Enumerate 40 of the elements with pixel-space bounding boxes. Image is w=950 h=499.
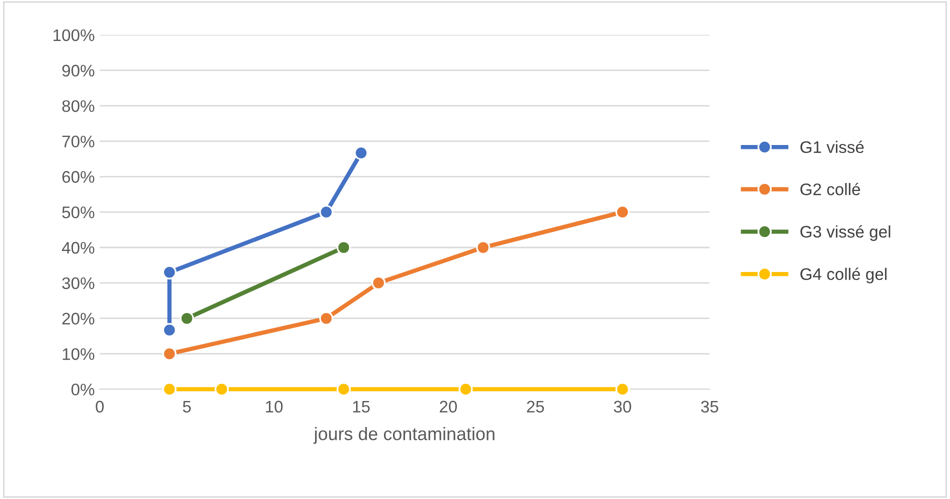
point <box>162 382 177 396</box>
point <box>458 382 473 396</box>
point <box>162 346 177 361</box>
x-tick-label: 35 <box>701 400 718 413</box>
x-tick-label: 15 <box>353 400 370 413</box>
x-tick-label: 10 <box>266 400 283 413</box>
legend-label: G3 vissé gel <box>800 225 890 241</box>
y-tick-label: 60% <box>62 171 94 183</box>
x-tick-label: 30 <box>614 400 632 413</box>
y-tick-label: 20% <box>62 312 94 325</box>
y-tick-label: 100% <box>54 29 94 42</box>
legend-label: G4 collé gel <box>800 268 887 284</box>
x-tick-label: 5 <box>182 400 191 413</box>
point <box>319 311 334 326</box>
point <box>615 382 630 396</box>
x-tick-label: 25 <box>526 400 544 413</box>
y-tick-label: 10% <box>62 348 94 360</box>
y-tick-label: 70% <box>62 136 94 148</box>
x-tick-label: 20 <box>440 400 457 413</box>
y-tick-label: 30% <box>62 277 94 290</box>
point <box>180 311 194 326</box>
point <box>336 382 351 396</box>
point <box>615 204 630 220</box>
x-tick-label: 0 <box>96 400 104 413</box>
y-tick-label: 40% <box>62 242 94 254</box>
y-tick-label: 80% <box>62 100 94 112</box>
legend-label: G1 vissé <box>800 140 864 154</box>
legend-label: G2 collé <box>800 182 860 196</box>
point <box>162 265 177 280</box>
point <box>336 240 351 255</box>
point <box>162 322 177 338</box>
y-tick-label: 90% <box>62 64 94 77</box>
y-tick-label: 50% <box>62 206 94 218</box>
point <box>214 382 229 396</box>
point <box>354 146 368 160</box>
point <box>476 240 490 255</box>
x-axis-title: jours de contamination <box>313 426 494 444</box>
point <box>319 204 334 220</box>
point <box>371 276 386 290</box>
y-tick-label: 0% <box>71 384 94 396</box>
